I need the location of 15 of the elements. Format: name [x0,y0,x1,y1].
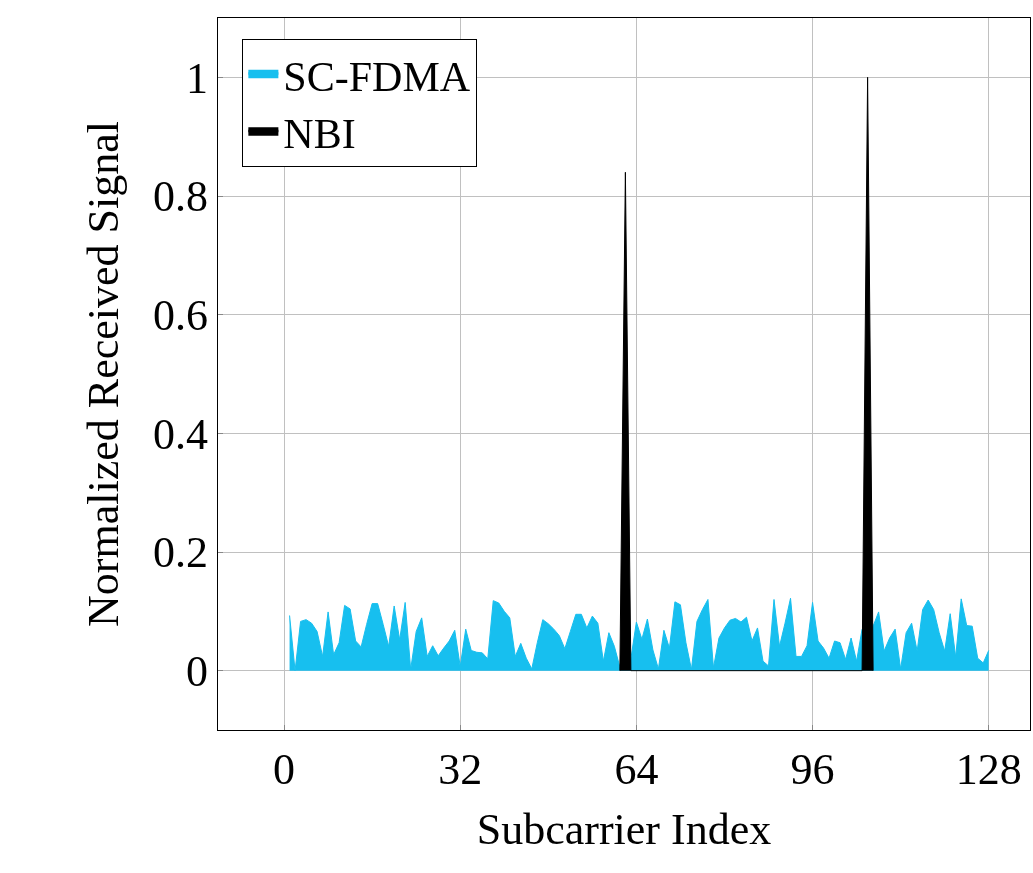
y-tick-label: 0 [186,647,209,697]
y-tick-label: 1 [186,53,209,103]
y-axis-title: Normalized Received Signal [79,121,129,627]
y-tick-label: 0.6 [153,291,209,341]
x-tick-label: 96 [790,744,835,794]
x-tick-label: 32 [438,744,483,794]
x-tick-label: 64 [614,744,659,794]
y-tick-label: 0.8 [153,172,209,222]
x-tick-label: 128 [955,744,1022,794]
y-tick-label: 0.2 [153,528,209,578]
y-tick-label: 0.4 [153,409,209,459]
legend-label: NBI [283,111,356,158]
x-tick-label: 0 [273,744,296,794]
legend-label: SC-FDMA [283,53,471,100]
x-axis-title: Subcarrier Index [476,805,772,855]
